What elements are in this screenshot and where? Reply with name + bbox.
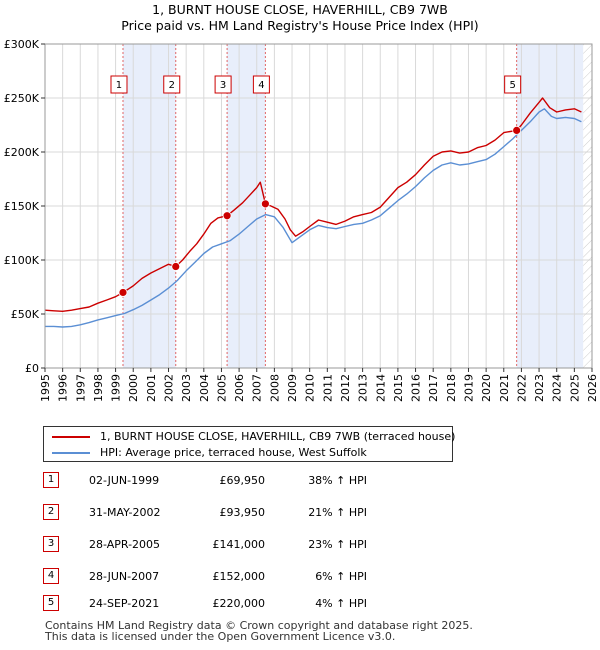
sale-point bbox=[260, 199, 270, 209]
sale-price: £93,950 bbox=[219, 506, 266, 519]
x-tick-label: 2006 bbox=[233, 374, 246, 402]
x-tick-label: 2015 bbox=[392, 374, 405, 402]
x-tick-label: 2018 bbox=[445, 374, 458, 402]
legend: 1, BURNT HOUSE CLOSE, HAVERHILL, CB9 7WB… bbox=[43, 426, 456, 462]
sale-label-text: 4 bbox=[258, 80, 264, 91]
sale-number-badge: 2 bbox=[43, 504, 59, 520]
sale-price: £69,950 bbox=[219, 474, 266, 487]
sale-label-text: 5 bbox=[509, 80, 515, 91]
x-tick-label: 1998 bbox=[92, 374, 105, 402]
x-tick-label: 2014 bbox=[374, 374, 387, 402]
x-tick-label: 1997 bbox=[74, 374, 87, 402]
sale-label-text: 2 bbox=[169, 80, 175, 91]
x-tick-label: 2009 bbox=[286, 374, 299, 402]
sale-row: 5 24-SEP-2021 £220,000 4% ↑ HPI bbox=[43, 595, 443, 613]
sale-hpi-change: 6% ↑ HPI bbox=[315, 570, 367, 583]
sale-date: 28-APR-2005 bbox=[89, 538, 161, 551]
x-tick-label: 2019 bbox=[462, 374, 475, 402]
sale-point bbox=[171, 262, 181, 271]
sale-point bbox=[222, 211, 232, 221]
y-tick-label: £250K bbox=[4, 92, 40, 105]
sale-label-box bbox=[252, 75, 270, 94]
legend-property-swatch bbox=[52, 436, 90, 438]
sale-point bbox=[118, 288, 128, 297]
x-tick-label: 2001 bbox=[145, 374, 158, 402]
x-tick-label: 2020 bbox=[480, 374, 493, 402]
x-tick-label: 2010 bbox=[304, 374, 317, 402]
sale-price: £141,000 bbox=[212, 538, 266, 551]
hpi-series-line bbox=[45, 108, 582, 328]
x-tick-label: 2021 bbox=[498, 374, 511, 402]
chart-title: 1, BURNT HOUSE CLOSE, HAVERHILL, CB9 7WB bbox=[152, 2, 448, 17]
sale-number-badge: 3 bbox=[43, 536, 59, 552]
x-tick-label: 2004 bbox=[198, 374, 211, 402]
y-tick-label: £200K bbox=[4, 146, 40, 159]
sale-label-text: 3 bbox=[220, 80, 226, 91]
price-chart: 1 2 3 4 5 £0 £50K £100K £150K £200K £250K £300K 1995… bbox=[4, 38, 599, 402]
legend-hpi-label: HPI: Average price, terraced house, West… bbox=[100, 446, 367, 459]
sale-date: 02-JUN-1999 bbox=[89, 474, 160, 487]
sale-label-box bbox=[110, 75, 128, 94]
x-tick-label: 2022 bbox=[515, 374, 528, 402]
x-tick-label: 2008 bbox=[268, 374, 281, 402]
x-tick-label: 2013 bbox=[357, 374, 370, 402]
x-tick-label: 2016 bbox=[410, 374, 423, 402]
x-tick-label: 2026 bbox=[586, 374, 599, 402]
x-tick-label: 1996 bbox=[57, 374, 70, 402]
sale-number-badge: 4 bbox=[43, 568, 59, 584]
x-tick-label: 2025 bbox=[568, 374, 581, 402]
x-tick-label: 1999 bbox=[110, 374, 123, 402]
x-tick-label: 2007 bbox=[251, 374, 264, 402]
sale-point bbox=[512, 125, 522, 135]
x-tick-label: 2005 bbox=[215, 374, 228, 402]
x-tick-label: 2023 bbox=[533, 374, 546, 402]
sale-hpi-change: 38% ↑ HPI bbox=[308, 474, 367, 487]
sale-row: 2 31-MAY-2002 £93,950 21% ↑ HPI bbox=[43, 504, 443, 522]
sale-hpi-change: 21% ↑ HPI bbox=[308, 506, 367, 519]
y-tick-label: £0 bbox=[25, 362, 39, 375]
sale-hpi-change: 23% ↑ HPI bbox=[308, 538, 367, 551]
footer: Contains HM Land Registry data © Crown c… bbox=[45, 620, 473, 642]
x-tick-label: 2000 bbox=[127, 374, 140, 402]
sale-date: 24-SEP-2021 bbox=[89, 597, 160, 610]
x-tick-label: 1995 bbox=[39, 374, 52, 402]
sale-date: 31-MAY-2002 bbox=[89, 506, 161, 519]
y-tick-label: £100K bbox=[4, 254, 40, 267]
sale-label-box bbox=[163, 75, 181, 94]
sale-date: 28-JUN-2007 bbox=[89, 570, 160, 583]
sale-row: 4 28-JUN-2007 £152,000 6% ↑ HPI bbox=[43, 568, 443, 586]
sale-label-box bbox=[214, 75, 232, 94]
sale-row: 3 28-APR-2005 £141,000 23% ↑ HPI bbox=[43, 536, 443, 554]
sale-price: £220,000 bbox=[212, 597, 266, 610]
chart-title-block: 1, BURNT HOUSE CLOSE, HAVERHILL, CB9 7WB… bbox=[0, 2, 600, 34]
sale-price: £152,000 bbox=[212, 570, 266, 583]
legend-property-label: 1, BURNT HOUSE CLOSE, HAVERHILL, CB9 7WB… bbox=[100, 430, 456, 443]
footer-licence: This data is licensed under the Open Gov… bbox=[45, 630, 396, 643]
y-tick-label: £300K bbox=[4, 38, 40, 51]
y-tick-label: £150K bbox=[4, 200, 40, 213]
chart-subtitle: Price paid vs. HM Land Registry's House … bbox=[121, 18, 479, 33]
footer-copyright: Contains HM Land Registry data © Crown c… bbox=[45, 619, 473, 632]
sale-label-text: 1 bbox=[116, 80, 122, 91]
legend-hpi-swatch bbox=[52, 452, 90, 454]
property-series-line bbox=[44, 97, 582, 312]
sale-number-badge: 1 bbox=[43, 472, 59, 488]
x-tick-label: 2011 bbox=[321, 374, 334, 402]
sale-label-box bbox=[504, 75, 522, 94]
future-hatch bbox=[583, 44, 592, 368]
x-tick-label: 2017 bbox=[427, 374, 440, 402]
y-tick-label: £50K bbox=[11, 308, 40, 321]
sale-row: 1 02-JUN-1999 £69,950 38% ↑ HPI bbox=[43, 472, 443, 490]
sale-hpi-change: 4% ↑ HPI bbox=[315, 597, 367, 610]
sale-number-badge: 5 bbox=[43, 595, 59, 611]
x-tick-label: 2002 bbox=[163, 374, 176, 402]
x-tick-label: 2024 bbox=[551, 374, 564, 402]
x-tick-label: 2003 bbox=[180, 374, 193, 402]
x-tick-label: 2012 bbox=[339, 374, 352, 402]
